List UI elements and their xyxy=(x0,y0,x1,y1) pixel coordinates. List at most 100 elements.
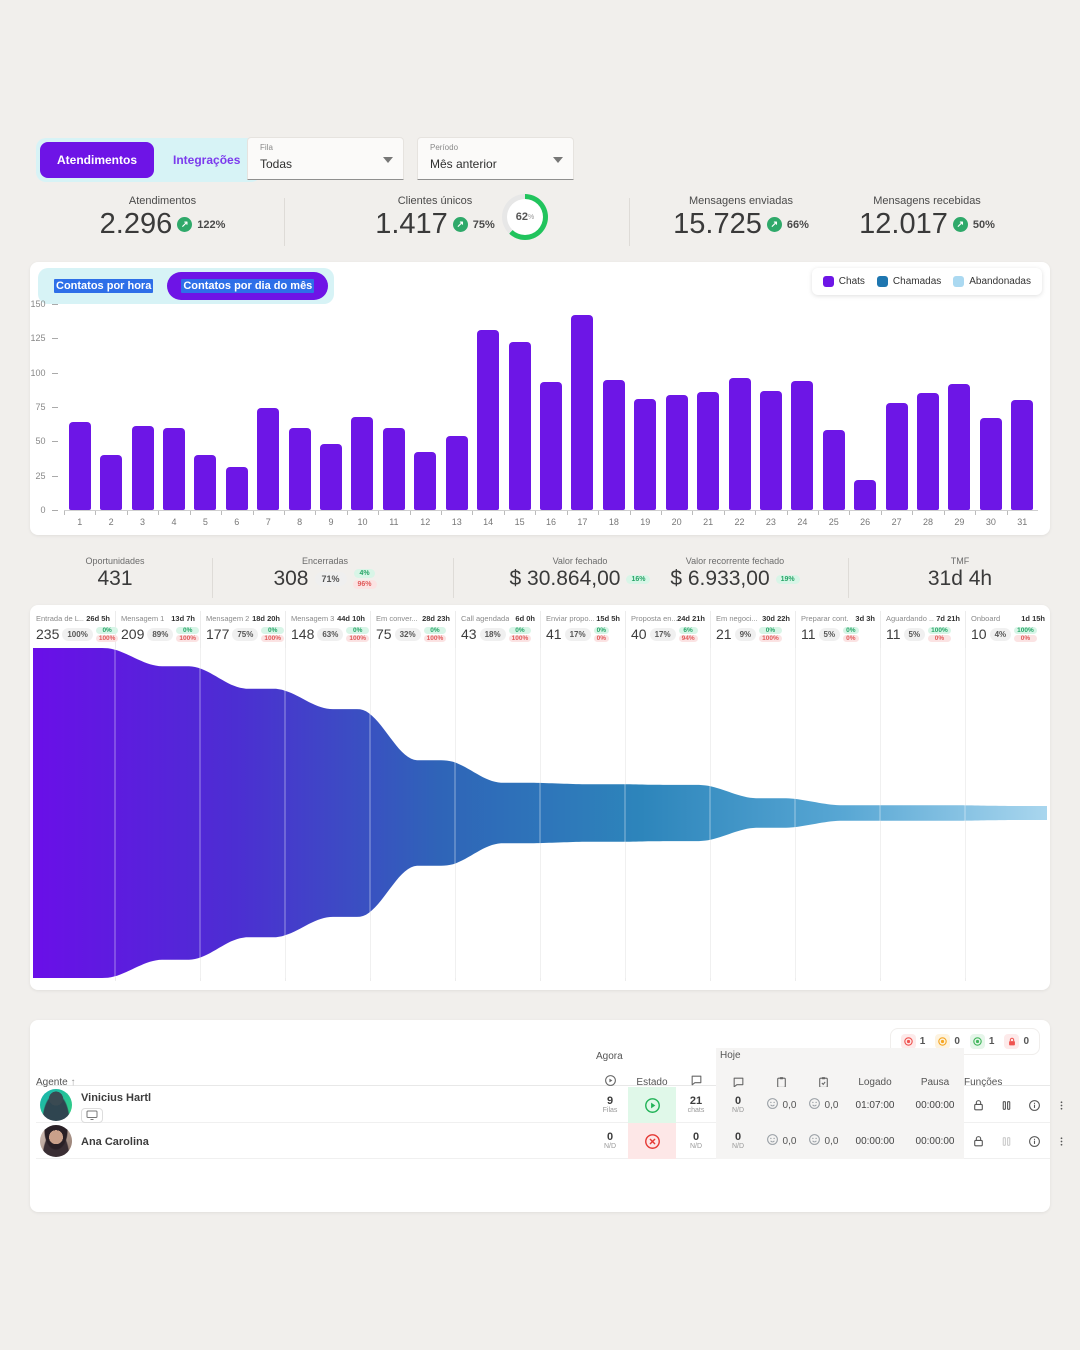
funnel-stage-11: Aguardando ...7d 21h 115%100%0% xyxy=(880,612,965,642)
avatar xyxy=(40,1125,72,1157)
toggle-contatos-por-dia[interactable]: Contatos por dia do mês xyxy=(167,272,328,300)
pause-agent-button[interactable] xyxy=(992,1135,1020,1148)
info-agent-button[interactable] xyxy=(1020,1135,1048,1148)
stage-duration: 15d 5h xyxy=(596,614,620,623)
bar-day-26[interactable] xyxy=(854,480,876,510)
bar-day-28[interactable] xyxy=(917,393,939,510)
stage-up-badge: 0% xyxy=(261,627,284,634)
bar-day-16[interactable] xyxy=(540,382,562,510)
toggle-contatos-por-hora[interactable]: Contatos por hora xyxy=(44,272,163,300)
stage-value: 75 xyxy=(376,626,392,642)
fila-select[interactable]: Fila Todas xyxy=(247,137,404,180)
bar-day-14[interactable] xyxy=(477,330,499,510)
bar-day-21[interactable] xyxy=(697,392,719,510)
bar-day-3[interactable] xyxy=(132,426,154,510)
bar-day-22[interactable] xyxy=(729,378,751,510)
pause-agent-button[interactable] xyxy=(992,1099,1020,1112)
more-options-button[interactable] xyxy=(1048,1135,1074,1148)
stage-name: Mensagem 2 xyxy=(206,614,249,623)
bar-day-30[interactable] xyxy=(980,418,1002,510)
bar-day-12[interactable] xyxy=(414,452,436,510)
tab-integracoes[interactable]: Integrações xyxy=(156,142,257,178)
bar-day-5[interactable] xyxy=(194,455,216,510)
stage-name: Enviar propo... xyxy=(546,614,594,623)
stage-value: 209 xyxy=(121,626,144,642)
chart-toggle: Contatos por hora Contatos por dia do mê… xyxy=(38,268,334,304)
funnel-stage-12: Onboard1d 15h 104%100%0% xyxy=(965,612,1050,642)
bar-day-25[interactable] xyxy=(823,430,845,510)
stage-name: Mensagem 1 xyxy=(121,614,164,623)
stage-up-badge: 0% xyxy=(176,627,199,634)
bar-day-24[interactable] xyxy=(791,381,813,510)
lock-agent-button[interactable] xyxy=(964,1135,992,1148)
bar-day-2[interactable] xyxy=(100,455,122,510)
bar-day-13[interactable] xyxy=(446,436,468,510)
trend-up-icon: ↗ xyxy=(453,217,468,232)
bar-day-4[interactable] xyxy=(163,428,185,510)
stage-value: 148 xyxy=(291,626,314,642)
column-header-agente[interactable]: Agente ↑ xyxy=(36,1077,592,1088)
agent-row-1: Vinicius Hartl 9Filas 21chats 0N/D 0,0 0… xyxy=(36,1087,1050,1123)
x-tick-label: 27 xyxy=(882,517,912,527)
kpi-value: 12.017 xyxy=(859,208,948,241)
stage-down-badge: 100% xyxy=(346,635,369,642)
kpi-label: Mensagens enviadas xyxy=(650,195,832,207)
stat-pct-badge: 71% xyxy=(315,572,347,586)
bar-day-18[interactable] xyxy=(603,380,625,510)
pausa-cell: 00:00:00 xyxy=(906,1087,964,1123)
bar-day-9[interactable] xyxy=(320,444,342,510)
lock-agent-button[interactable] xyxy=(964,1099,992,1112)
kpi-delta: 122% xyxy=(197,219,225,231)
bar-day-10[interactable] xyxy=(351,417,373,510)
legend-item-abandonadas[interactable]: Abandonadas xyxy=(953,276,1031,287)
avatar xyxy=(40,1089,72,1121)
stat-value: 308 xyxy=(273,567,308,591)
stat-value: 31d 4h xyxy=(928,567,992,591)
x-tick-label: 21 xyxy=(693,517,723,527)
bar-day-15[interactable] xyxy=(509,342,531,510)
bar-day-7[interactable] xyxy=(257,408,279,510)
y-tick-label: 100 xyxy=(30,368,58,378)
legend-item-chats[interactable]: Chats xyxy=(823,276,865,287)
x-tick-label: 3 xyxy=(128,517,158,527)
more-options-button[interactable] xyxy=(1048,1099,1074,1112)
status-dot-icon xyxy=(901,1034,916,1049)
bar-day-11[interactable] xyxy=(383,428,405,510)
agent-monitor-chip[interactable] xyxy=(81,1108,103,1123)
bar-day-19[interactable] xyxy=(634,399,656,510)
stage-down-badge: 0% xyxy=(594,635,609,642)
bar-day-6[interactable] xyxy=(226,467,248,510)
legend-swatch xyxy=(877,276,888,287)
x-tick-label: 22 xyxy=(725,517,755,527)
bar-day-20[interactable] xyxy=(666,395,688,510)
x-tick-label: 31 xyxy=(1007,517,1037,527)
stage-down-badge: 100% xyxy=(176,635,199,642)
bar-day-31[interactable] xyxy=(1011,400,1033,510)
tab-atendimentos[interactable]: Atendimentos xyxy=(40,142,154,178)
bar-day-27[interactable] xyxy=(886,403,908,510)
bar-day-29[interactable] xyxy=(948,384,970,510)
fila-label: Fila xyxy=(260,143,391,152)
stage-up-badge: 0% xyxy=(509,627,532,634)
counter-value: 1 xyxy=(989,1036,995,1047)
stage-down-badge: 100% xyxy=(424,635,447,642)
info-agent-button[interactable] xyxy=(1020,1099,1048,1112)
stat-valor-recorrente: Valor recorrente fechado $ 6.933,0019% xyxy=(650,556,820,591)
bar-day-17[interactable] xyxy=(571,315,593,510)
stage-down-badge: 100% xyxy=(509,635,532,642)
x-tick-label: 13 xyxy=(442,517,472,527)
bar-day-23[interactable] xyxy=(760,391,782,510)
divider xyxy=(629,198,630,246)
stage-pct: 17% xyxy=(565,628,591,641)
stage-up-badge: 0% xyxy=(843,627,858,634)
legend-item-chamadas[interactable]: Chamadas xyxy=(877,276,941,287)
lock-icon xyxy=(1004,1034,1019,1049)
estado-stop-button[interactable] xyxy=(638,1127,666,1155)
bar-day-8[interactable] xyxy=(289,428,311,510)
periodo-select[interactable]: Período Mês anterior xyxy=(417,137,574,180)
counter-locked: 0 xyxy=(1004,1034,1029,1049)
bar-day-1[interactable] xyxy=(69,422,91,510)
estado-play-button[interactable] xyxy=(638,1091,666,1119)
legend-label: Chamadas xyxy=(893,276,941,287)
periodo-label: Período xyxy=(430,143,561,152)
